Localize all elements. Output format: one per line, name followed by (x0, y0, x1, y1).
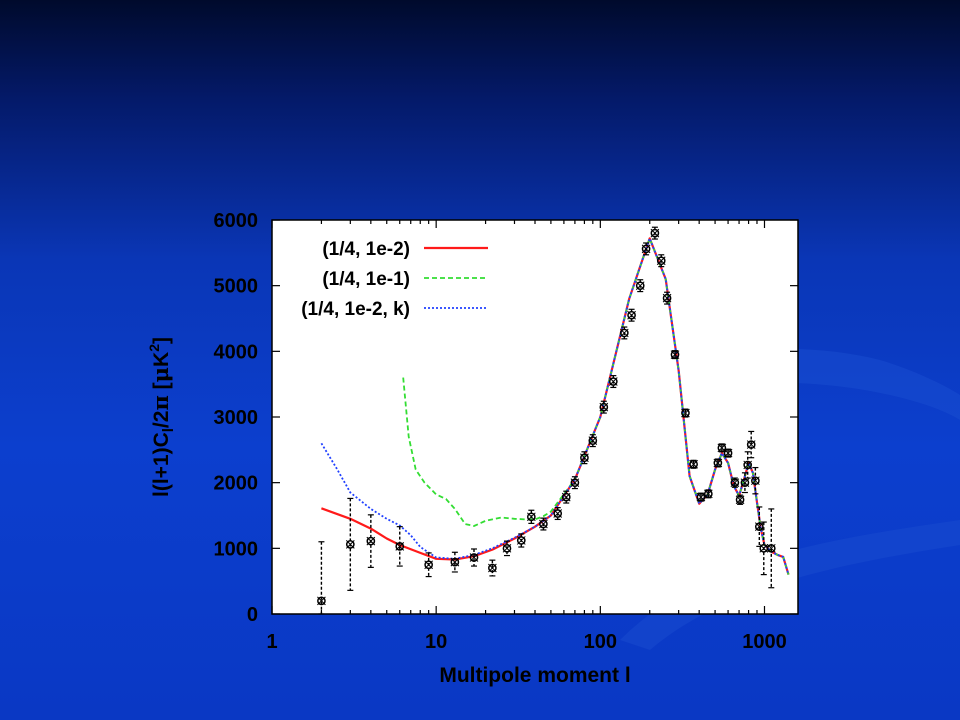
observation-point (317, 541, 326, 615)
observation-point (539, 517, 548, 531)
observation-point (681, 408, 690, 418)
observation-point (743, 451, 753, 479)
observation-point (689, 459, 698, 469)
observation-point (650, 226, 660, 240)
observation-point (641, 242, 651, 256)
y-axis-tick-labels: 0 1000 2000 3000 4000 5000 6000 (214, 210, 259, 626)
observation-point (717, 443, 727, 453)
plot-area (272, 220, 798, 614)
observation-point (740, 472, 750, 494)
observation-point (766, 508, 776, 589)
series-line-3 (320, 237, 790, 575)
y-label-mid: /2 (150, 411, 173, 429)
observation-point (670, 350, 680, 360)
y-axis-label: l(l+1)Cl/2π [μK2] (146, 337, 177, 497)
observation-point (345, 497, 355, 591)
observation-point (561, 490, 571, 504)
observation-point (469, 548, 479, 567)
observation-point (599, 400, 609, 414)
observation-point (656, 254, 666, 268)
y-label-sup: 2 (146, 344, 162, 352)
observation-point (608, 375, 618, 389)
observation-point (570, 476, 580, 490)
observation-point (580, 451, 589, 465)
y-tick-label: 4000 (214, 341, 259, 363)
observation-point (746, 430, 756, 459)
y-label-main: l(l+1)C (150, 432, 173, 497)
observation-point (526, 509, 536, 524)
observation-point (619, 326, 629, 340)
observation-point (588, 434, 598, 448)
observation-point (516, 533, 526, 548)
y-label-mu: μ (148, 367, 173, 382)
legend-label: (1/4, 1e-1) (322, 269, 410, 290)
observation-point (754, 506, 764, 547)
y-tick-label: 1000 (214, 538, 259, 560)
y-label-pi: π (148, 395, 173, 410)
observation-points (317, 226, 776, 615)
observation-point (627, 308, 636, 322)
observation-point (553, 507, 563, 521)
observation-point (696, 492, 706, 502)
y-tick-label: 5000 (214, 276, 259, 298)
legend-label: (1/4, 1e-2, k) (301, 299, 410, 320)
observation-point (502, 540, 512, 557)
y-tick-label: 6000 (214, 210, 259, 232)
y-label-sub: l (160, 428, 177, 432)
observation-point (395, 526, 405, 567)
observation-point (366, 514, 376, 568)
y-label-unit: K (150, 352, 173, 367)
observation-point (703, 489, 713, 499)
plot-frame (271, 219, 799, 615)
y-label-close: ] (150, 337, 173, 344)
x-tick-label: 1000 (742, 631, 787, 653)
y-tick-label: 0 (247, 604, 258, 626)
observation-point (713, 458, 723, 468)
x-axis-tick-labels: 1 10 100 1000 (266, 631, 786, 653)
series-line-1 (321, 237, 790, 575)
x-tick-label: 1 (266, 631, 277, 653)
observation-point (751, 466, 760, 495)
observation-point (635, 279, 645, 293)
x-axis-label: Multipole moment l (439, 664, 630, 687)
legend: (1/4, 1e-2) (1/4, 1e-1) (1/4, 1e-2, k) (301, 239, 488, 320)
observation-point (730, 477, 740, 488)
y-tick-label: 3000 (214, 407, 259, 429)
y-label-open: [ (150, 382, 173, 395)
observation-point (424, 552, 434, 578)
y-tick-label: 2000 (214, 473, 259, 495)
x-tick-label: 10 (425, 631, 447, 653)
observation-point (662, 291, 672, 305)
observation-point (735, 494, 745, 505)
observation-point (450, 551, 460, 573)
observation-point (723, 448, 733, 458)
x-tick-label: 100 (584, 631, 617, 653)
observation-point (488, 559, 497, 577)
legend-label: (1/4, 1e-2) (322, 239, 410, 260)
